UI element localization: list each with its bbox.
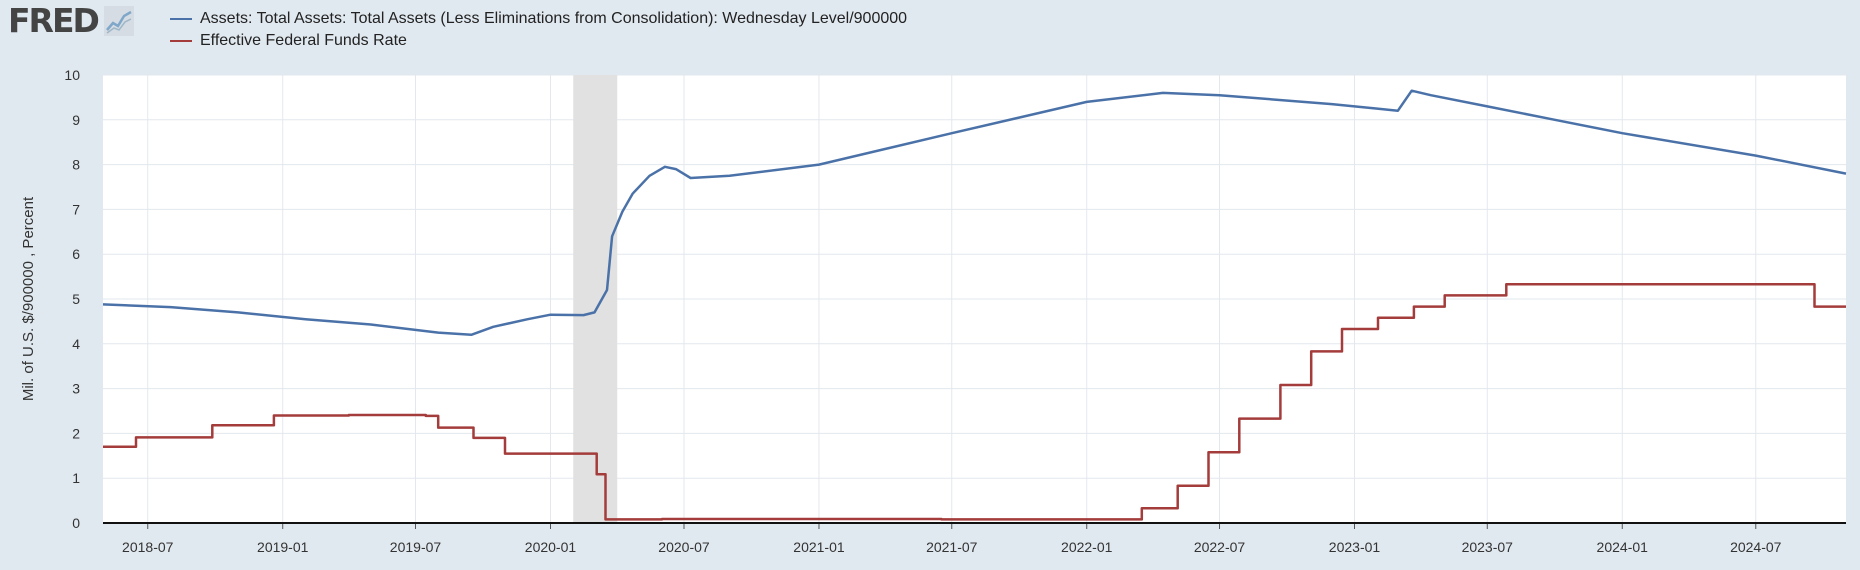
recession-band (573, 75, 618, 523)
x-tick-label: 2024-01 (1597, 539, 1649, 555)
y-tick-label: 6 (72, 246, 80, 262)
grid-lines (103, 74, 1846, 523)
axes: 0 1 2 3 4 5 6 7 8 9 10 2018-07 2019-01 2019-07 2020-01… (64, 67, 1846, 555)
x-tick-label: 2024-07 (1730, 539, 1782, 555)
ffr-series-line (103, 282, 1846, 521)
x-tick-label: 2021-07 (926, 539, 978, 555)
legend-label-assets: Assets: Total Assets: Total Assets (Less… (200, 10, 908, 27)
chart-header: FRED Assets: Total Assets: Total Assets … (0, 0, 1860, 62)
y-tick-label: 9 (72, 112, 80, 128)
y-axis-label: Mil. of U.S. $/900000 , Percent (20, 196, 37, 401)
legend-item-ffr[interactable]: Effective Federal Funds Rate (170, 32, 407, 50)
x-tick-label: 2019-07 (390, 539, 442, 555)
y-tick-label: 4 (72, 336, 80, 352)
line-chart-icon (103, 6, 134, 36)
y-tick-label: 2 (72, 425, 80, 441)
x-tick-label: 2022-01 (1061, 539, 1113, 555)
legend-label-ffr: Effective Federal Funds Rate (200, 32, 407, 49)
y-tick-label: 0 (72, 515, 80, 531)
y-tick-label: 7 (72, 201, 80, 217)
y-tick-label: 1 (72, 470, 80, 486)
fred-logo[interactable]: FRED (8, 4, 134, 38)
x-tick-label: 2020-07 (658, 539, 710, 555)
series-lines (102, 89, 1847, 521)
legend-swatch-ffr (170, 40, 192, 42)
legend-item-assets[interactable]: Assets: Total Assets: Total Assets (Less… (170, 10, 907, 28)
x-tick-label: 2022-07 (1194, 539, 1246, 555)
x-tick-label: 2021-01 (793, 539, 845, 555)
x-tick-label: 2018-07 (122, 539, 174, 555)
x-tick-label: 2019-01 (257, 539, 309, 555)
x-tick-label: 2023-01 (1329, 539, 1381, 555)
legend-swatch-assets (170, 18, 192, 20)
assets-series-line (102, 89, 1847, 337)
x-tick-label: 2023-07 (1462, 539, 1514, 555)
y-tick-label: 5 (72, 291, 80, 307)
y-tick-label: 10 (64, 67, 80, 83)
fred-logo-text: FRED (8, 1, 100, 40)
recession-bands (573, 75, 618, 523)
y-tick-label: 3 (72, 381, 80, 397)
x-tick-label: 2020-01 (525, 539, 577, 555)
y-tick-label: 8 (72, 157, 80, 173)
